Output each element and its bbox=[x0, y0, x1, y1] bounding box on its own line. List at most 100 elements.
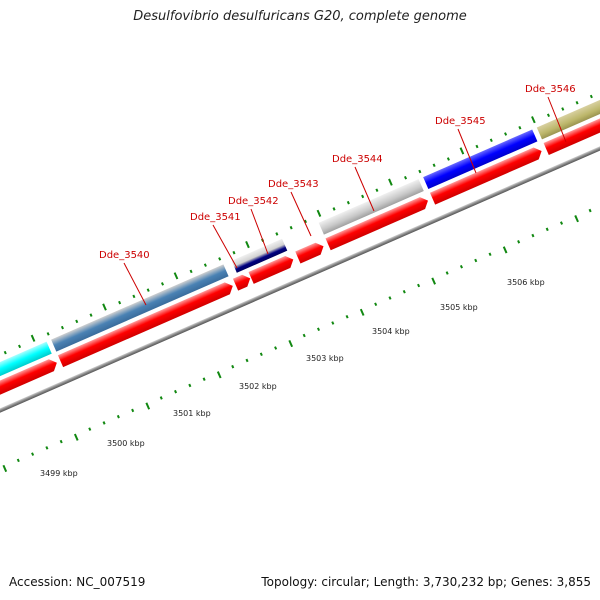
scale-tick bbox=[288, 339, 294, 348]
scale-tick bbox=[174, 389, 178, 394]
gene-label[interactable]: Dde_3542 bbox=[228, 196, 279, 207]
scale-tick bbox=[159, 396, 163, 400]
cds-arrow bbox=[429, 147, 542, 205]
scale-tick bbox=[88, 427, 92, 431]
feature-bar-navy bbox=[234, 244, 288, 273]
feature-bar-cyan bbox=[0, 341, 52, 394]
outer-tick bbox=[102, 303, 107, 311]
outer-tick bbox=[459, 147, 465, 155]
scale-tick bbox=[131, 408, 135, 413]
cds-arrow bbox=[0, 359, 57, 410]
scale-tick bbox=[274, 346, 278, 350]
outer-tick bbox=[361, 194, 365, 199]
scale-tick bbox=[2, 464, 8, 473]
gene-leader-line bbox=[290, 191, 312, 237]
cds-arrow bbox=[325, 197, 428, 251]
outer-tick bbox=[375, 188, 379, 192]
outer-tick-row bbox=[3, 94, 593, 355]
scale-tick bbox=[45, 446, 49, 450]
scale-tick bbox=[31, 452, 35, 456]
outer-tick bbox=[316, 209, 322, 217]
scale-tick bbox=[231, 364, 235, 369]
outer-tick bbox=[432, 163, 436, 168]
outer-tick bbox=[489, 138, 493, 143]
scale-tick bbox=[374, 302, 378, 307]
outer-tick bbox=[203, 263, 207, 267]
scale-tick bbox=[188, 383, 192, 388]
outer-tick bbox=[518, 125, 522, 130]
scale-tick bbox=[359, 308, 365, 316]
outer-tick bbox=[289, 225, 293, 230]
scale-tick bbox=[574, 215, 579, 223]
scale-label: 3501 kbp bbox=[173, 409, 211, 418]
cds-arrow bbox=[543, 113, 600, 155]
cds-arrow bbox=[295, 242, 324, 264]
feature-bar-khaki bbox=[536, 95, 600, 140]
gene-leader-line bbox=[250, 208, 269, 255]
gene-labels: Dde_3540 Dde_3541 Dde_3542 Dde_3543 Dde_3544… bbox=[99, 84, 576, 261]
scale-tick bbox=[316, 327, 321, 332]
outer-tick bbox=[561, 107, 565, 111]
scale-tick bbox=[388, 296, 392, 300]
scale-tick bbox=[545, 227, 549, 232]
outer-tick bbox=[75, 319, 79, 324]
gene-leader-line bbox=[457, 128, 477, 174]
scale-tick bbox=[116, 414, 120, 419]
gene-label[interactable]: Dde_3545 bbox=[435, 116, 486, 127]
cds-lane bbox=[0, 113, 600, 410]
gene-leader-line bbox=[212, 224, 238, 269]
outer-tick bbox=[218, 257, 222, 261]
scale-tick bbox=[302, 333, 306, 338]
scale-labels: 3499 kbp 3500 kbp 3501 kbp 3502 kbp 3503 kbp… bbox=[40, 278, 545, 478]
scale-label: 3505 kbp bbox=[440, 303, 478, 312]
scale-tick bbox=[202, 377, 206, 381]
outer-tick bbox=[46, 332, 50, 336]
outer-tick bbox=[531, 116, 536, 124]
outer-tick bbox=[388, 178, 393, 186]
scale-tick bbox=[102, 421, 106, 425]
outer-tick bbox=[404, 175, 408, 180]
scale-tick bbox=[59, 439, 63, 444]
gene-label[interactable]: Dde_3541 bbox=[190, 212, 241, 223]
scale-label: 3499 kbp bbox=[40, 469, 78, 478]
cds-arrow bbox=[57, 282, 233, 368]
outer-tick bbox=[332, 207, 336, 211]
backbone-line bbox=[0, 128, 600, 421]
outer-tick bbox=[589, 94, 593, 99]
feature-bar-steelblue bbox=[51, 264, 229, 352]
outer-tick bbox=[275, 232, 279, 236]
map-track-group bbox=[0, 94, 600, 473]
gene-label[interactable]: Dde_3540 bbox=[99, 250, 150, 261]
scale-label: 3506 kbp bbox=[507, 278, 545, 287]
outer-tick bbox=[418, 169, 422, 174]
gene-leader-line bbox=[547, 96, 567, 143]
scale-tick bbox=[216, 371, 222, 379]
scale-tick bbox=[345, 314, 349, 319]
outer-tick bbox=[146, 288, 150, 292]
outer-tick bbox=[346, 200, 350, 205]
outer-tick bbox=[60, 325, 64, 330]
cds-arrow bbox=[248, 255, 294, 284]
cog-feature-lane bbox=[0, 95, 600, 394]
genome-summary-text: Topology: circular; Length: 3,730,232 bp… bbox=[261, 575, 591, 589]
scale-tick bbox=[502, 246, 508, 254]
gene-label[interactable]: Dde_3544 bbox=[332, 154, 383, 165]
scale-tick bbox=[16, 458, 20, 463]
outer-tick bbox=[232, 250, 236, 255]
scale-tick bbox=[474, 258, 478, 263]
scale-tick bbox=[259, 352, 263, 356]
scale-tick bbox=[560, 221, 564, 225]
scale-tick bbox=[145, 402, 151, 410]
scale-tick bbox=[445, 271, 449, 275]
outer-tick bbox=[189, 269, 193, 274]
scale-tick bbox=[459, 265, 463, 269]
scale-tick bbox=[588, 208, 592, 213]
feature-bar-gray-large bbox=[318, 179, 424, 235]
gene-label[interactable]: Dde_3546 bbox=[525, 84, 576, 95]
outer-tick bbox=[475, 144, 479, 149]
gene-label[interactable]: Dde_3543 bbox=[268, 179, 319, 190]
outer-tick bbox=[546, 113, 550, 118]
outer-tick bbox=[303, 219, 307, 224]
scale-label: 3502 kbp bbox=[239, 382, 277, 391]
